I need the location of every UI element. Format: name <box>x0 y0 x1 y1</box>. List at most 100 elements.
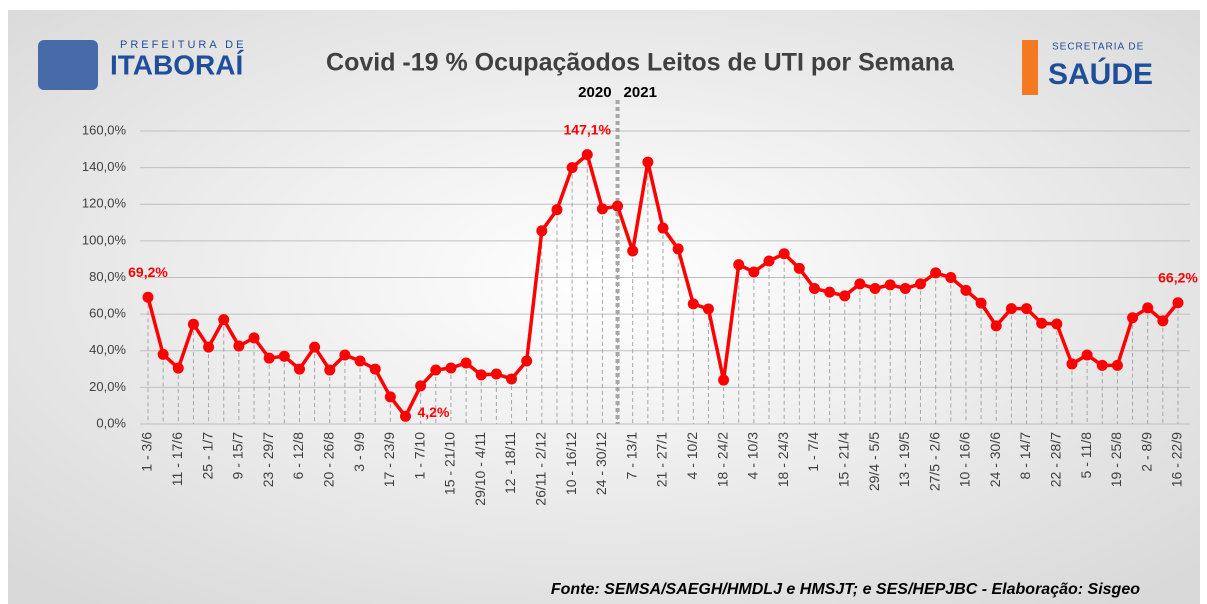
marker <box>1096 359 1108 371</box>
marker <box>1111 359 1123 371</box>
marker <box>369 363 381 375</box>
y-tick-label: 160,0% <box>82 122 127 137</box>
marker <box>475 369 487 381</box>
x-tick-label: 15 - 21/10 <box>442 432 458 495</box>
marker <box>536 225 548 237</box>
marker <box>521 355 533 367</box>
background <box>8 10 1200 604</box>
marker <box>1036 317 1048 329</box>
marker <box>975 297 987 309</box>
chart-title: Covid -19 % Ocupaçãodos Leitos de UTI po… <box>326 49 955 77</box>
x-tick-label: 18 - 24/3 <box>775 432 791 487</box>
x-tick-label: 29/10 - 4/11 <box>472 432 488 506</box>
marker <box>839 290 851 302</box>
x-tick-label: 29/4 - 5/5 <box>866 432 882 491</box>
x-tick-label: 5 - 11/8 <box>1078 432 1094 479</box>
marker <box>490 368 502 380</box>
marker <box>612 200 624 212</box>
x-tick-label: 21 - 27/1 <box>654 432 670 487</box>
x-tick-label: 3 - 9/9 <box>351 432 367 472</box>
y-tick-label: 80,0% <box>89 269 126 284</box>
x-tick-label: 2 - 8/9 <box>1138 432 1154 472</box>
marker <box>1127 312 1139 324</box>
logo-bar <box>1022 40 1038 95</box>
y-tick-label: 120,0% <box>82 196 127 211</box>
marker <box>869 282 881 294</box>
marker <box>1051 318 1063 330</box>
logo-text: SECRETARIA DE <box>1052 42 1144 53</box>
logo-text: PREFEITURA DE <box>120 39 246 51</box>
x-tick-label: 18 - 24/2 <box>714 432 730 487</box>
marker <box>899 282 911 294</box>
x-tick-label: 10 - 16/12 <box>563 432 579 495</box>
x-tick-label: 24 - 30/12 <box>593 432 609 495</box>
marker <box>854 278 866 290</box>
x-tick-label: 17 - 23/9 <box>381 432 397 487</box>
marker <box>278 350 290 362</box>
y-tick-label: 0,0% <box>96 415 126 430</box>
marker <box>293 363 305 375</box>
marker <box>702 303 714 315</box>
marker <box>1021 303 1033 315</box>
marker <box>263 352 275 364</box>
marker <box>309 341 321 353</box>
marker <box>400 410 411 422</box>
x-tick-label: 9 - 15/7 <box>230 432 246 480</box>
source: Fonte: SEMSA/SAEGH/HMDLJ e HMSJT; e SES/… <box>551 581 1140 598</box>
marker <box>945 272 957 283</box>
marker <box>415 380 427 392</box>
marker <box>430 364 442 376</box>
logo-text: ITABORAÍ <box>110 49 244 80</box>
marker <box>824 286 836 298</box>
marker <box>551 204 563 216</box>
marker <box>581 149 593 161</box>
x-tick-label: 1 - 7/10 <box>411 432 427 480</box>
annotation: 2021 <box>624 84 657 101</box>
data-label: 66,2% <box>1158 269 1198 285</box>
x-tick-label: 16 - 22/9 <box>1169 432 1185 487</box>
marker <box>657 222 669 234</box>
x-tick-label: 26/11 - 2/12 <box>533 432 549 506</box>
marker <box>930 267 942 279</box>
y-tick-label: 100,0% <box>82 232 127 247</box>
x-tick-label: 4 - 10/3 <box>745 432 761 480</box>
x-tick-label: 12 - 18/11 <box>502 432 518 494</box>
marker <box>172 362 184 374</box>
marker <box>596 203 608 215</box>
y-tick-label: 20,0% <box>89 379 126 394</box>
data-label: 147,1% <box>564 121 612 137</box>
marker <box>748 266 760 278</box>
marker <box>1172 297 1184 309</box>
x-tick-label: 10 - 16/6 <box>957 432 973 487</box>
x-tick-label: 11 - 17/6 <box>169 432 185 486</box>
x-tick-label: 1 - 3/6 <box>139 432 155 472</box>
marker <box>142 291 154 303</box>
marker <box>1066 358 1078 370</box>
marker <box>718 374 730 386</box>
marker <box>915 278 926 290</box>
x-tick-label: 27/5 - 2/6 <box>926 432 942 491</box>
marker <box>793 262 805 274</box>
marker <box>808 282 820 294</box>
marker <box>157 348 169 360</box>
x-tick-label: 1 - 7/4 <box>805 432 821 472</box>
marker <box>884 279 896 291</box>
marker <box>1142 302 1154 314</box>
x-tick-label: 25 - 1/7 <box>199 432 215 480</box>
marker <box>672 243 684 255</box>
marker <box>990 320 1002 332</box>
marker <box>460 357 472 369</box>
x-tick-label: 22 - 28/7 <box>1048 432 1064 487</box>
marker <box>339 349 351 361</box>
x-tick-label: 23 - 29/7 <box>260 432 276 487</box>
marker <box>763 255 775 267</box>
logo-text: SAÚDE <box>1048 57 1153 91</box>
x-tick-label: 4 - 10/2 <box>684 432 700 480</box>
marker <box>506 373 518 385</box>
marker <box>445 362 457 374</box>
x-tick-label: 20 - 26/8 <box>320 432 336 487</box>
marker <box>218 314 230 326</box>
marker <box>233 340 245 352</box>
x-tick-label: 8 - 14/7 <box>1017 432 1033 480</box>
